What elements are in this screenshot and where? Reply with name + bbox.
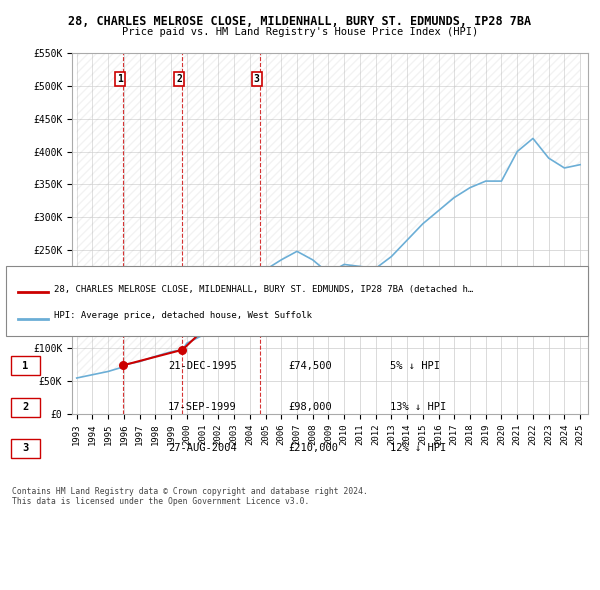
Text: 2: 2 [22, 402, 29, 412]
Text: 13% ↓ HPI: 13% ↓ HPI [390, 402, 446, 412]
Text: 12% ↓ HPI: 12% ↓ HPI [390, 444, 446, 453]
Text: 27-AUG-2004: 27-AUG-2004 [168, 444, 237, 453]
Text: £210,000: £210,000 [288, 444, 338, 453]
Point [255, 271, 265, 281]
Text: 5% ↓ HPI: 5% ↓ HPI [390, 361, 440, 371]
Point [178, 345, 187, 355]
Text: 3: 3 [254, 74, 260, 84]
Text: 1: 1 [117, 74, 123, 84]
Text: 21-DEC-1995: 21-DEC-1995 [168, 361, 237, 371]
Text: Contains HM Land Registry data © Crown copyright and database right 2024.
This d: Contains HM Land Registry data © Crown c… [12, 487, 368, 506]
Text: 3: 3 [22, 444, 29, 453]
Text: 28, CHARLES MELROSE CLOSE, MILDENHALL, BURY ST. EDMUNDS, IP28 7BA: 28, CHARLES MELROSE CLOSE, MILDENHALL, B… [68, 15, 532, 28]
Text: 1: 1 [22, 361, 29, 371]
Text: HPI: Average price, detached house, West Suffolk: HPI: Average price, detached house, West… [54, 312, 312, 320]
Text: £98,000: £98,000 [288, 402, 332, 412]
Text: 2: 2 [176, 74, 182, 84]
Point [119, 360, 128, 370]
Text: 17-SEP-1999: 17-SEP-1999 [168, 402, 237, 412]
Text: £74,500: £74,500 [288, 361, 332, 371]
Text: Price paid vs. HM Land Registry's House Price Index (HPI): Price paid vs. HM Land Registry's House … [122, 27, 478, 37]
Text: 28, CHARLES MELROSE CLOSE, MILDENHALL, BURY ST. EDMUNDS, IP28 7BA (detached h…: 28, CHARLES MELROSE CLOSE, MILDENHALL, B… [54, 285, 473, 294]
